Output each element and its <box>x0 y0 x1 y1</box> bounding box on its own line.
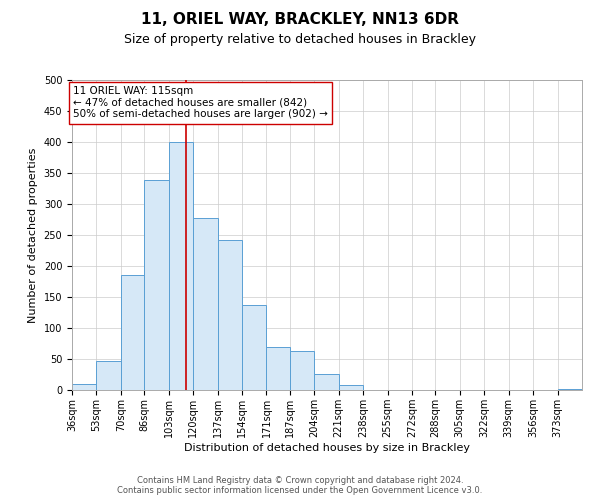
Text: Size of property relative to detached houses in Brackley: Size of property relative to detached ho… <box>124 32 476 46</box>
X-axis label: Distribution of detached houses by size in Brackley: Distribution of detached houses by size … <box>184 442 470 452</box>
Bar <box>169 142 193 390</box>
Bar <box>314 374 338 390</box>
Bar <box>193 218 218 390</box>
Bar <box>242 305 266 390</box>
Text: Contains public sector information licensed under the Open Government Licence v3: Contains public sector information licen… <box>118 486 482 495</box>
Bar <box>72 384 97 390</box>
Text: 11, ORIEL WAY, BRACKLEY, NN13 6DR: 11, ORIEL WAY, BRACKLEY, NN13 6DR <box>141 12 459 28</box>
Text: 11 ORIEL WAY: 115sqm
← 47% of detached houses are smaller (842)
50% of semi-deta: 11 ORIEL WAY: 115sqm ← 47% of detached h… <box>73 86 328 120</box>
Bar <box>338 385 363 390</box>
Text: Contains HM Land Registry data © Crown copyright and database right 2024.: Contains HM Land Registry data © Crown c… <box>137 476 463 485</box>
Bar <box>121 276 144 390</box>
Bar <box>266 346 290 390</box>
Bar <box>97 361 121 390</box>
Bar <box>557 389 582 390</box>
Bar <box>218 240 242 390</box>
Y-axis label: Number of detached properties: Number of detached properties <box>28 148 38 322</box>
Bar <box>290 351 314 390</box>
Bar <box>144 180 169 390</box>
